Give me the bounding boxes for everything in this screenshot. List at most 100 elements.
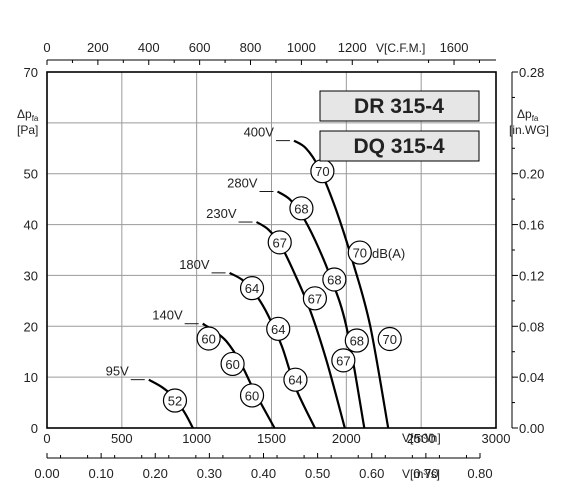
- db-marker-label: 64: [271, 322, 285, 337]
- db-marker-label: 60: [245, 388, 259, 403]
- top-tick-label: 1200: [338, 40, 367, 55]
- voltage-label-95v: 95V: [106, 364, 129, 379]
- left-axis-title: Δpfa: [17, 107, 39, 123]
- left-tick-label: 30: [24, 268, 38, 283]
- voltage-label-280v: 280V: [227, 176, 258, 191]
- bottom2-tick-label: 0.60: [359, 466, 384, 481]
- db-marker-circle: [196, 326, 221, 351]
- plot-frame: [46, 71, 497, 429]
- bottom-tick-label: 3000: [482, 431, 511, 446]
- right-axis-inwg: 0.00 0.04 0.08 0.12 0.16 0.20 0.28: [511, 65, 544, 436]
- top-tick-label: 1600: [440, 40, 469, 55]
- left-tick-label: 0: [31, 421, 38, 436]
- bottom-tick-label: 2000: [332, 431, 361, 446]
- db-marker-circle: [267, 230, 292, 255]
- left-tick-label: 10: [24, 370, 38, 385]
- bottom-tick-label: 2500: [407, 431, 436, 446]
- bottom-axis-m3h: 0 500 1000 1500 2000 2500 3000: [43, 431, 510, 446]
- db-marker-label: 67: [272, 235, 286, 250]
- db-marker-circle: [283, 367, 308, 392]
- db-marker-label: 67: [336, 353, 350, 368]
- top-axis-title: V[C.F.M.]: [376, 41, 425, 55]
- db-marker-circle: [347, 240, 372, 265]
- db-marker-label: 60: [201, 331, 215, 346]
- curves-layer: [148, 139, 390, 429]
- top-tick-label: 400: [138, 40, 160, 55]
- left-tick-label: 50: [24, 167, 38, 182]
- model-name-2: DQ 315-4: [353, 135, 444, 158]
- right-tick-label: 0.12: [519, 268, 544, 283]
- bottom2-tick-label: 0.70: [413, 466, 438, 481]
- db-marker-label: 64: [288, 373, 302, 388]
- db-marker-label: 68: [350, 334, 364, 349]
- right-tick-label: 0.16: [519, 218, 544, 233]
- voltage-label-140v: 140V: [152, 308, 183, 323]
- left-axis-pa: 0 10 20 30 40 50 70: [24, 65, 38, 436]
- curve-400v: [293, 139, 390, 429]
- grid-lines: [47, 72, 496, 428]
- curve-230v: [255, 221, 346, 429]
- db-marker-circle: [377, 326, 402, 352]
- db-marker-circle: [302, 286, 328, 311]
- bottom-tick-label: 1000: [182, 431, 211, 446]
- top-tick-label: 800: [240, 40, 262, 55]
- left-tick-label: 40: [24, 218, 38, 233]
- bottom2-tick-label: 0.50: [305, 466, 330, 481]
- db-marker-circle: [266, 316, 291, 341]
- right-tick-label: 0.00: [519, 421, 544, 436]
- model-box-2: [319, 130, 480, 162]
- db-marker-label: 68: [294, 201, 308, 216]
- db-marker-label: 70: [315, 164, 329, 179]
- curve-180v: [229, 271, 316, 429]
- right-tick-label: 0.08: [519, 319, 544, 334]
- bottom-tick-label: 0: [43, 431, 50, 446]
- db-marker-label: 60: [225, 357, 239, 372]
- voltage-label-400v: 400V: [244, 125, 275, 140]
- top-axis-cfm: 0 200 400 600 800 1000 1200 1600: [43, 40, 496, 65]
- curve-280v: [276, 190, 366, 429]
- right-tick-label: 0.20: [519, 167, 544, 182]
- db-marker-circle: [289, 196, 314, 221]
- db-unit-label: dB(A): [372, 246, 405, 261]
- bottom-axis-m3s: 0.00 0.10 0.20 0.30 0.40 0.50 0.60 0.70 0.80: [34, 453, 493, 481]
- left-tick-label: 20: [24, 319, 38, 334]
- bottom2-tick-label: 0.30: [197, 466, 222, 481]
- right-tick-label: 0.04: [519, 370, 544, 385]
- db-marker-circle: [322, 267, 347, 292]
- db-marker-circle: [331, 348, 356, 373]
- db-marker-circle: [344, 328, 369, 353]
- db-marker-circle: [220, 351, 245, 377]
- db-marker-label: 67: [308, 291, 322, 306]
- top-tick-label: 600: [189, 40, 211, 55]
- bottom2-tick-label: 0.00: [34, 466, 59, 481]
- db-marker-circle: [239, 383, 265, 408]
- top-tick-label: 0: [43, 40, 50, 55]
- right-tick-label: 0.28: [519, 65, 544, 80]
- voltage-label-180v: 180V: [179, 257, 210, 272]
- bottom-tick-label: 500: [111, 431, 133, 446]
- top-tick-label: 1000: [287, 40, 316, 55]
- bottom-axis-title: V[m³/h]: [402, 431, 441, 445]
- bottom2-tick-label: 0.80: [467, 466, 492, 481]
- db-marker-label: 70: [353, 246, 367, 261]
- bottom2-tick-label: 0.20: [143, 466, 168, 481]
- bottom2-axis-title: V[m³/s]: [402, 467, 440, 481]
- db-marker-circle: [239, 276, 265, 301]
- bottom2-tick-label: 0.10: [88, 466, 113, 481]
- voltage-label-230v: 230V: [206, 206, 237, 221]
- model-box-1: [319, 90, 480, 122]
- db-marker-label: 52: [168, 394, 182, 409]
- bottom-tick-label: 1500: [257, 431, 286, 446]
- model-name-1: DR 315-4: [354, 95, 444, 118]
- right-axis-unit: [in.WG]: [509, 123, 549, 137]
- bottom2-tick-label: 0.40: [251, 466, 276, 481]
- right-axis-title: Δpfa: [517, 107, 539, 123]
- db-marker-label: 68: [327, 272, 341, 287]
- top-tick-label: 200: [87, 40, 109, 55]
- db-marker-label: 64: [245, 281, 259, 296]
- db-marker-circle: [162, 388, 188, 413]
- db-marker-label: 70: [383, 332, 397, 347]
- left-axis-unit: [Pa]: [17, 123, 38, 137]
